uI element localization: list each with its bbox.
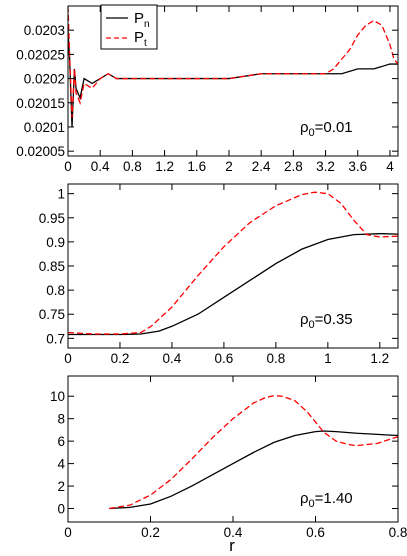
x-tick-label: 0.8 <box>123 159 142 174</box>
x-tick-label: 0 <box>64 159 72 174</box>
y-tick-label: 0.02005 <box>16 144 65 159</box>
density-annotation: ρ0=1.40 <box>300 490 353 510</box>
x-tick-label: 3.6 <box>348 159 367 174</box>
y-tick-label: 1 <box>57 187 65 202</box>
density-annotation: ρ0=0.35 <box>300 311 353 331</box>
x-tick-label: 0.8 <box>389 525 407 540</box>
legend-label-pn: Pn <box>134 10 150 30</box>
x-tick-label: 0.6 <box>306 525 325 540</box>
panel-rho-1-40: 0 0.2 0.4 0.6 0.8 0 2 4 6 8 10 ρ0=1.40 <box>50 375 407 540</box>
legend: Pn Pt <box>100 4 158 50</box>
x-tick-label: 0.2 <box>111 351 130 366</box>
plot-frame <box>67 5 399 157</box>
y-tick-label: 4 <box>57 457 65 472</box>
y-tick-label: 8 <box>57 412 65 427</box>
x-tick-label: 0 <box>64 525 72 540</box>
y-tick-label: 0.9 <box>46 235 65 250</box>
x-tick-label: 0.4 <box>91 159 110 174</box>
y-tick-label: 10 <box>50 389 65 404</box>
x-tick-label: 4 <box>386 159 394 174</box>
y-tick-label: 0.7 <box>46 331 65 346</box>
x-tick-label: 2.8 <box>284 159 303 174</box>
x-tick-label: 3.2 <box>316 159 335 174</box>
y-tick-label: 0.8 <box>46 283 65 298</box>
x-tick-label: 1.2 <box>155 159 174 174</box>
series-line-pt <box>109 394 398 510</box>
panel-rho-0-01: 0 0.4 0.8 1.2 1.6 2 2.4 2.8 3.2 3.6 4 0.02005 0.0201… <box>16 5 399 174</box>
density-annotation: ρ0=0.01 <box>300 119 353 139</box>
series-line-pt <box>68 6 398 118</box>
x-tick-label: 1.2 <box>370 351 389 366</box>
y-tick-label: 0.85 <box>39 259 65 274</box>
series-line-pn <box>109 430 398 510</box>
y-tick-label: 2 <box>57 479 65 494</box>
y-tick-label: 6 <box>57 434 65 449</box>
y-tick-label: 0.0202 <box>24 72 65 87</box>
legend-box <box>100 4 158 50</box>
y-tick-label: 0 <box>57 502 65 517</box>
x-tick-label: 0.2 <box>141 525 160 540</box>
x-tick-label: 0.4 <box>224 525 243 540</box>
y-tick-label: 0.0201 <box>24 120 65 135</box>
x-tick-label: 1.6 <box>187 159 206 174</box>
series-line-pn <box>68 233 398 336</box>
x-tick-label: 0.8 <box>266 351 285 366</box>
y-tick-label: 0.0203 <box>24 23 65 38</box>
x-tick-label: 2 <box>225 159 233 174</box>
x-tick-label: 0 <box>64 351 72 366</box>
x-tick-label: 0.4 <box>163 351 182 366</box>
x-axis-label: r <box>229 536 235 555</box>
y-tick-label: 0.02025 <box>16 47 65 62</box>
x-tick-label: 0.6 <box>215 351 234 366</box>
y-tick-label: 0.02015 <box>16 96 65 111</box>
x-tick-label: 2.4 <box>252 159 271 174</box>
y-tick-label: 0.95 <box>39 211 65 226</box>
panel-rho-0-35: 0 0.2 0.4 0.6 0.8 1 1.2 0.7 0.75 0.8 0.85 0.9 0.95 1 ρ… <box>39 183 399 366</box>
x-tick-label: 1 <box>324 351 332 366</box>
y-tick-label: 0.75 <box>39 307 65 322</box>
series-line-pt <box>68 191 398 335</box>
legend-label-pt: Pt <box>134 29 147 49</box>
